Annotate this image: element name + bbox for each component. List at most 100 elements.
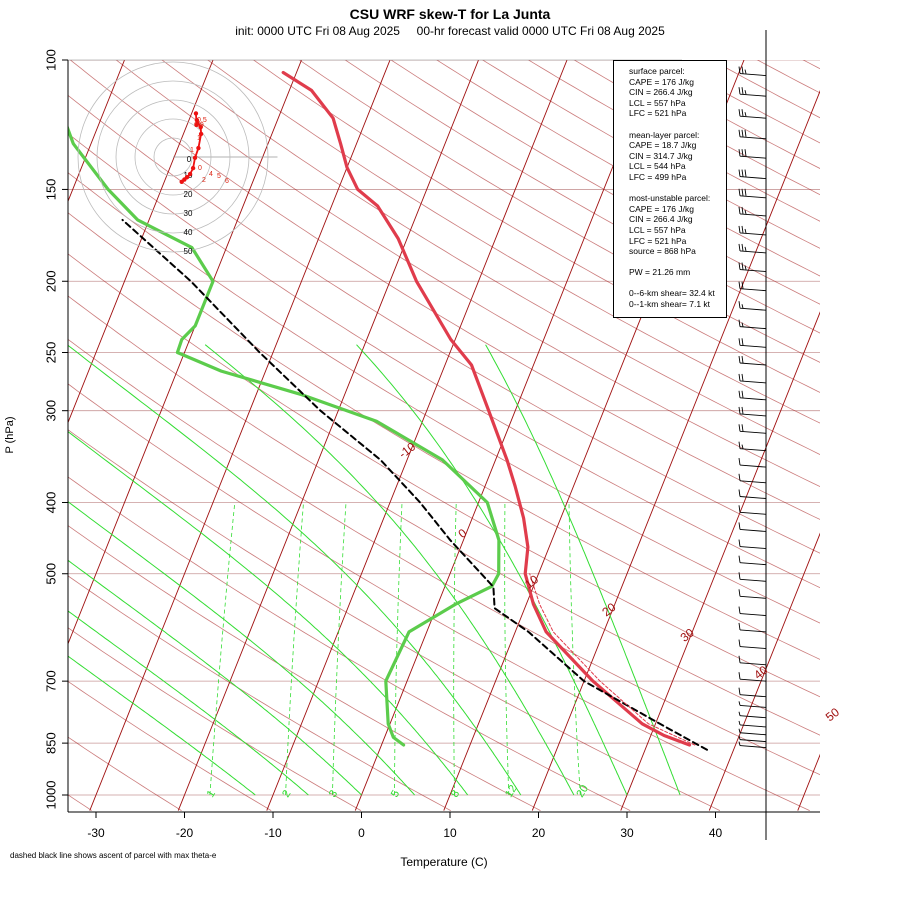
- dry-adiabat-line: [207, 60, 820, 424]
- x-tick-label: 10: [443, 826, 457, 840]
- wind-barb-half-flag: [744, 246, 747, 252]
- wind-barb: [738, 424, 767, 434]
- hodograph-ring-label: 0: [187, 155, 192, 164]
- wind-barb-flag: [738, 606, 741, 614]
- wind-barb-flag: [741, 424, 744, 432]
- wind-barb-shaft: [739, 430, 767, 434]
- wind-barb-half-flag: [738, 711, 741, 716]
- wind-barb-shaft: [739, 93, 767, 97]
- isotherm-line: [68, 60, 125, 203]
- isotherm-line: [354, 60, 656, 811]
- y-tick-label: 1000: [43, 781, 58, 810]
- wind-barb-half-flag: [744, 209, 747, 215]
- y-tick-label: 700: [43, 670, 58, 692]
- wind-barb-flag: [738, 188, 741, 196]
- y-tick-label: 300: [43, 400, 58, 422]
- hodograph-point-label: 5: [217, 173, 221, 180]
- wind-barb: [738, 473, 767, 484]
- parcel-info-box: surface parcel: CAPE = 176 J/kg CIN = 26…: [613, 60, 727, 318]
- wind-barb: [738, 169, 767, 180]
- mixing-ratio-line: [332, 502, 347, 796]
- wind-barb-half-flag: [738, 720, 741, 726]
- wind-barb: [738, 262, 767, 272]
- isotherm-label: 0: [455, 526, 469, 541]
- dry-adiabat-line: [802, 60, 820, 70]
- surface-parcel-heading: surface parcel:: [629, 66, 685, 76]
- isotherm-line: [68, 60, 214, 424]
- isotherm-line: [708, 532, 820, 811]
- hodograph-point-label: 2: [202, 177, 206, 184]
- wind-barb: [738, 301, 767, 311]
- isotherm-line: [266, 60, 568, 811]
- most-unstable-source: source = 868 hPa: [629, 246, 696, 257]
- wind-barb-shaft: [739, 448, 767, 452]
- wind-barb-shaft: [739, 362, 767, 366]
- wind-barb-shaft: [739, 732, 767, 736]
- wind-barb-flag: [738, 489, 741, 497]
- wind-barb-flag: [738, 572, 741, 580]
- wind-barb-flag: [741, 149, 744, 157]
- isotherm-line: [620, 311, 820, 811]
- wind-barb-shaft: [739, 595, 767, 599]
- wind-barb-shaft: [739, 232, 767, 236]
- mixing-ratio-line: [394, 502, 403, 796]
- y-tick-label: 200: [43, 270, 58, 292]
- wind-barb-flag: [741, 169, 744, 177]
- hodograph-point: [190, 165, 196, 171]
- dry-adiabat-line: [68, 133, 820, 589]
- wind-barb: [738, 572, 767, 582]
- y-tick-label: 400: [43, 492, 58, 514]
- wind-barb-flag: [738, 319, 741, 327]
- most-unstable-cin: CIN = 266.4 J/kg: [629, 214, 693, 225]
- mixing-ratio-label: 3: [327, 788, 340, 800]
- wind-barb-flag: [738, 149, 741, 157]
- wind-barb-shaft: [739, 269, 767, 272]
- wind-barb-flag: [738, 355, 741, 364]
- wind-barb-flag: [741, 406, 744, 415]
- wind-barb: [738, 373, 767, 384]
- hodograph-point-label: 1: [190, 147, 194, 154]
- wind-barb-flag: [741, 262, 744, 270]
- surface-parcel-block: surface parcel: CAPE = 176 J/kg CIN = 26…: [629, 66, 722, 119]
- wind-barb-half-flag: [744, 228, 747, 234]
- wind-barb-flag: [738, 66, 741, 74]
- wind-barb-half-flag: [741, 444, 744, 449]
- wind-barb: [738, 109, 767, 119]
- wind-barb-flag: [738, 473, 741, 481]
- wind-barb-flag: [738, 639, 741, 647]
- wind-barb-flag: [738, 539, 741, 547]
- wind-barb: [738, 701, 767, 708]
- dry-adiabat-line: [68, 627, 362, 811]
- mixing-ratio-label: 2: [280, 788, 293, 800]
- surface-cin: CIN = 266.4 J/kg: [629, 87, 693, 98]
- wind-barb-flag: [741, 87, 744, 95]
- mixing-ratio-label: 1: [205, 788, 218, 800]
- wind-barb: [738, 505, 767, 515]
- dry-adiabat-line: [390, 60, 820, 305]
- wind-barb: [738, 589, 767, 599]
- precipitable-water: PW = 21.26 mm: [629, 267, 691, 278]
- mixing-ratio-label: 12: [503, 783, 520, 800]
- hodograph-point: [192, 155, 198, 161]
- wind-barb: [738, 87, 767, 97]
- footnote: dashed black line shows ascent of parcel…: [10, 851, 217, 860]
- wind-barb: [738, 441, 767, 452]
- wind-barb-half-flag: [744, 112, 747, 117]
- wind-barb-flag: [741, 109, 744, 117]
- hodograph-point: [198, 124, 203, 130]
- wind-barb-shaft: [739, 250, 767, 254]
- wind-barb: [738, 622, 767, 633]
- wind-barb: [738, 720, 767, 728]
- wind-barb-shaft: [739, 288, 767, 292]
- hodograph-point: [179, 179, 184, 184]
- wind-barb-flag: [738, 87, 741, 95]
- wind-barb: [738, 728, 767, 736]
- x-tick-label: -30: [87, 826, 105, 840]
- wind-barb-shaft: [739, 562, 767, 566]
- wind-barb-flag: [738, 225, 741, 234]
- wind-barb: [738, 243, 767, 254]
- y-axis-label: P (hPa): [4, 416, 16, 454]
- mixing-ratio-line: [504, 502, 510, 796]
- wind-barb-flag: [738, 672, 741, 680]
- hodograph-point: [187, 171, 193, 177]
